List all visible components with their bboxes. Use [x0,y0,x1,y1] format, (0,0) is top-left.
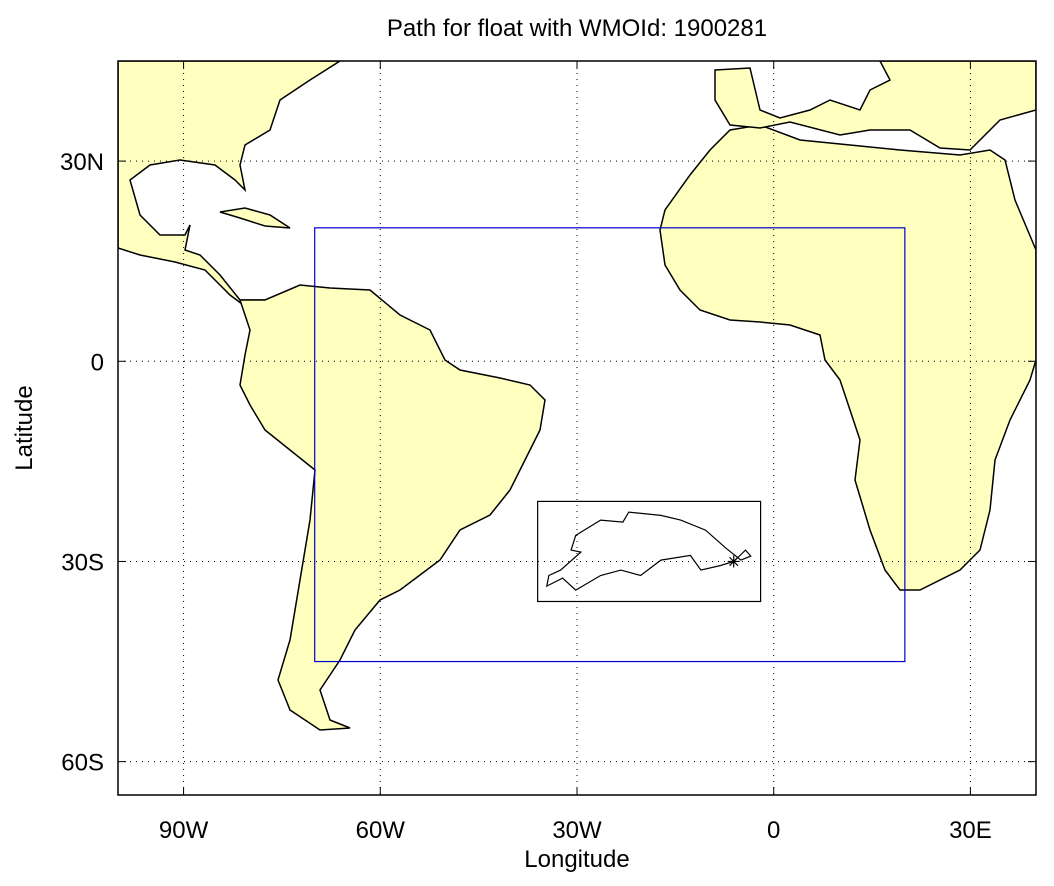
africa [659,124,1036,591]
europe [714,61,1036,151]
y-tick-label: 60S [61,750,104,777]
launch-marker [727,555,740,568]
south-america [238,284,546,731]
land [118,61,1036,731]
x-axis-label: Longitude [524,846,629,873]
x-tick-label: 60W [356,817,406,844]
x-tick-label: 30E [949,817,992,844]
north-america [118,61,342,311]
track-box [537,500,762,603]
region-box [314,227,906,663]
y-tick-label: 0 [91,349,104,376]
y-tick-label: 30N [60,149,104,176]
x-tick-label: 90W [159,817,209,844]
y-axis-label: Latitude [11,385,38,470]
float-track [545,511,752,591]
x-tick-label: 0 [767,817,780,844]
x-tick-label: 30W [552,817,602,844]
cuba [219,207,291,229]
chart-title: Path for float with WMOId: 1900281 [387,15,767,42]
y-tick-label: 30S [61,549,104,576]
